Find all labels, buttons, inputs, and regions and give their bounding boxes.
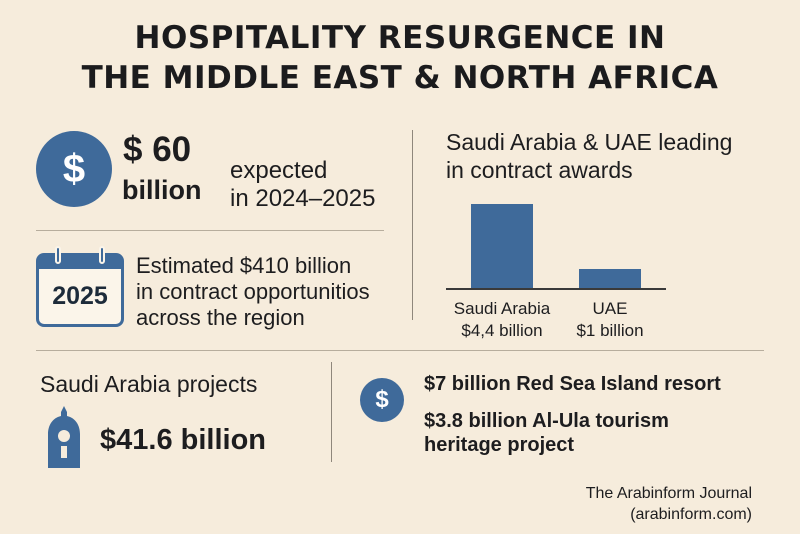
landmark-icon xyxy=(48,406,80,468)
projects-heading: Saudi Arabia projects xyxy=(40,371,258,397)
calendar-icon: 2025 xyxy=(36,246,124,327)
expected-label-line-1: expected xyxy=(230,157,328,184)
chart-title-line-2: in contract awards xyxy=(446,157,633,183)
opportunities-line-2: in contract opportunitios xyxy=(136,279,370,304)
title-line-2: THE MIDDLE EAST & NORTH AFRICA xyxy=(81,60,719,96)
chart-value-label: $1 billion xyxy=(576,321,644,340)
calendar-ring xyxy=(55,246,61,264)
vertical-divider xyxy=(412,130,413,320)
vertical-divider xyxy=(331,362,332,462)
dollar-glyph: $ xyxy=(375,386,389,413)
chart-value-label: $4,4 billion xyxy=(461,321,543,340)
project-item-alula-line-2: heritage project xyxy=(424,434,575,456)
opportunities-line-1: Estimated $410 billion xyxy=(136,253,352,278)
source-credit: The Arabinform Journal xyxy=(585,485,752,502)
calendar-year: 2025 xyxy=(52,282,108,310)
calendar-header xyxy=(39,256,121,269)
expected-unit: billion xyxy=(122,175,202,205)
divider xyxy=(36,230,384,231)
chart-baseline xyxy=(446,288,666,290)
chart-title-line-1: Saudi Arabia & UAE leading xyxy=(446,129,733,155)
chart-bar xyxy=(471,203,533,288)
dollar-icon: $ xyxy=(360,378,404,422)
calendar-ring xyxy=(99,246,105,264)
chart-bar xyxy=(579,268,641,288)
expected-amount: $ 60 xyxy=(123,130,192,169)
dollar-glyph: $ xyxy=(62,146,86,191)
projects-amount: $41.6 billion xyxy=(100,424,266,456)
project-item-red-sea: $7 billion Red Sea Island resort xyxy=(424,373,721,395)
divider xyxy=(36,350,764,351)
title-line-1: HOSPITALITY RESURGENCE IN xyxy=(134,20,666,56)
dollar-icon: $ xyxy=(36,131,112,207)
chart-category-label: Saudi Arabia xyxy=(453,299,551,318)
bar-chart: Saudi Arabia $4,4 billion UAE $1 billion xyxy=(440,190,680,350)
expected-label-line-2: in 2024–2025 xyxy=(230,185,376,212)
chart-category-label: UAE xyxy=(592,299,628,318)
source-url: (arabinform.com) xyxy=(630,506,752,523)
page-title: HOSPITALITY RESURGENCE IN THE MIDDLE EAS… xyxy=(0,18,800,98)
project-item-alula-line-1: $3.8 billion Al-Ula tourism xyxy=(424,410,669,432)
opportunities-line-3: across the region xyxy=(136,305,305,330)
